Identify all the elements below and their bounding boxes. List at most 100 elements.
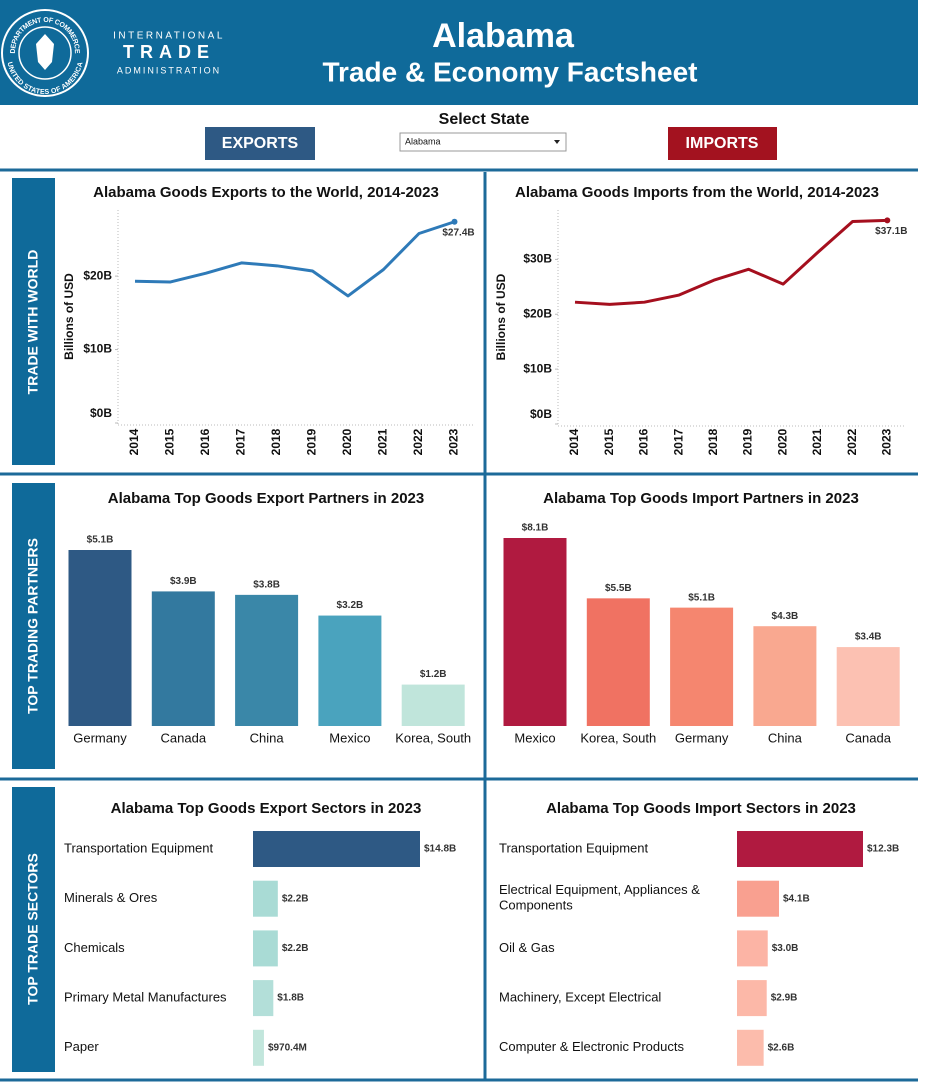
y-tick-label: Paper: [64, 1039, 99, 1054]
value-label: $2.6B: [768, 1042, 795, 1053]
bar: [670, 607, 734, 726]
x-tick-label: 2015: [602, 428, 616, 455]
y-tick-label: $10B: [523, 361, 552, 375]
seal-inner: [18, 26, 72, 80]
y-tick-label: $10B: [83, 342, 112, 356]
y-tick-label: $0B: [530, 407, 552, 421]
x-tick-label: Mexico: [514, 730, 555, 745]
x-tick-label: Canada: [845, 730, 891, 745]
x-tick-label: Mexico: [329, 730, 370, 745]
exports-button-label[interactable]: EXPORTS: [222, 135, 299, 152]
value-label: $5.1B: [688, 592, 715, 603]
chart-title: Alabama Goods Imports from the World, 20…: [515, 184, 879, 201]
x-tick-label: 2017: [671, 428, 685, 455]
bar: [253, 831, 420, 867]
chart-title: Alabama Top Goods Export Partners in 202…: [108, 490, 424, 507]
header-band: [0, 0, 918, 105]
label-line: Electrical Equipment, Appliances &: [499, 882, 700, 897]
y-tick-label: Primary Metal Manufactures: [64, 990, 227, 1005]
bar: [401, 684, 465, 726]
y-tick-label: $0B: [90, 406, 112, 420]
x-tick-label: 2022: [845, 428, 859, 455]
section-label: TOP TRADING PARTNERS: [25, 538, 41, 714]
bar: [753, 626, 817, 726]
select-label: Select State: [439, 111, 530, 128]
x-tick-label: Canada: [161, 730, 207, 745]
x-tick-label: 2023: [879, 428, 893, 455]
x-tick-label: Germany: [675, 730, 729, 745]
imports-button[interactable]: [668, 127, 777, 160]
bar: [253, 880, 278, 917]
x-tick-label: 2020: [340, 428, 354, 455]
bar: [737, 930, 768, 967]
y-tick-label: Chemicals: [64, 940, 125, 955]
value-label: $27.4B: [442, 227, 474, 238]
x-tick-label: 2023: [447, 428, 461, 455]
chart-title: Alabama Goods Exports to the World, 2014…: [93, 184, 439, 201]
x-tick-label: 2015: [163, 428, 177, 455]
y-tick-label: $20B: [523, 306, 552, 320]
value-label: $4.1B: [783, 893, 810, 904]
chart-title: Alabama Top Goods Import Partners in 202…: [543, 490, 859, 507]
value-label: $14.8B: [424, 844, 456, 855]
x-tick-label: China: [250, 730, 285, 745]
state-dropdown-value[interactable]: Alabama: [405, 136, 441, 146]
bar: [68, 550, 132, 726]
y-tick-label: Oil & Gas: [499, 940, 555, 955]
value-label: $3.9B: [170, 576, 197, 587]
y-axis-title: Billions of USD: [494, 273, 508, 360]
x-tick-label: 2014: [127, 428, 141, 455]
exports-button[interactable]: [205, 127, 315, 160]
y-axis-title: Billions of USD: [62, 273, 76, 360]
seal-emblem: [36, 34, 54, 70]
chart-title: Alabama Top Goods Import Sectors in 2023: [546, 800, 856, 817]
y-tick-label: $30B: [523, 252, 552, 266]
x-tick-label: 2018: [706, 428, 720, 455]
value-label: $2.2B: [282, 943, 309, 954]
line: [574, 218, 888, 306]
y-tick-label: Minerals & Ores: [64, 890, 158, 905]
value-label: $5.1B: [87, 535, 114, 546]
x-tick-label: 2019: [741, 428, 755, 455]
value-label: $4.3B: [772, 611, 799, 622]
x-tick-label: Korea, South: [580, 730, 656, 745]
x-tick-label: 2020: [775, 428, 789, 455]
dropdown-arrow[interactable]: [554, 140, 560, 144]
x-tick-label: 2014: [567, 428, 581, 455]
bar: [737, 880, 779, 917]
x-tick-label: 2019: [305, 428, 319, 455]
section-band: [12, 178, 55, 465]
value-label: $12.3B: [867, 844, 899, 855]
bar: [235, 594, 299, 726]
value-label: $1.8B: [277, 993, 304, 1004]
label-line: Components: [499, 898, 573, 913]
x-tick-label: 2018: [269, 428, 283, 455]
line: [134, 220, 455, 298]
y-tick-label: Transportation Equipment: [64, 840, 213, 855]
value-label: $3.8B: [253, 580, 280, 591]
x-tick-label: 2016: [198, 428, 212, 455]
agency-line: ADMINISTRATION: [117, 65, 221, 75]
x-tick-label: 2021: [376, 428, 390, 455]
x-tick-label: 2016: [637, 428, 651, 455]
bar: [586, 598, 650, 726]
y-tick-label: Electrical Equipment, Appliances & Compon…: [499, 882, 700, 913]
y-tick-label: Machinery, Except Electrical: [499, 990, 661, 1005]
value-label: $3.0B: [772, 943, 799, 954]
agency-line: INTERNATIONAL: [113, 31, 225, 42]
imports-button-label[interactable]: IMPORTS: [686, 135, 759, 152]
value-label: $2.2B: [282, 893, 309, 904]
value-label: $5.5B: [605, 583, 632, 594]
x-tick-label: 2021: [810, 428, 824, 455]
x-tick-label: Germany: [73, 730, 127, 745]
state-dropdown[interactable]: [399, 132, 567, 152]
value-label: $1.2B: [420, 669, 447, 680]
value-label: $3.4B: [855, 632, 882, 643]
x-tick-label: China: [768, 730, 803, 745]
x-tick-label: 2017: [234, 428, 248, 455]
bar: [503, 538, 567, 726]
panel-borders: [0, 168, 918, 1082]
bar: [737, 831, 863, 867]
bar: [253, 930, 278, 967]
